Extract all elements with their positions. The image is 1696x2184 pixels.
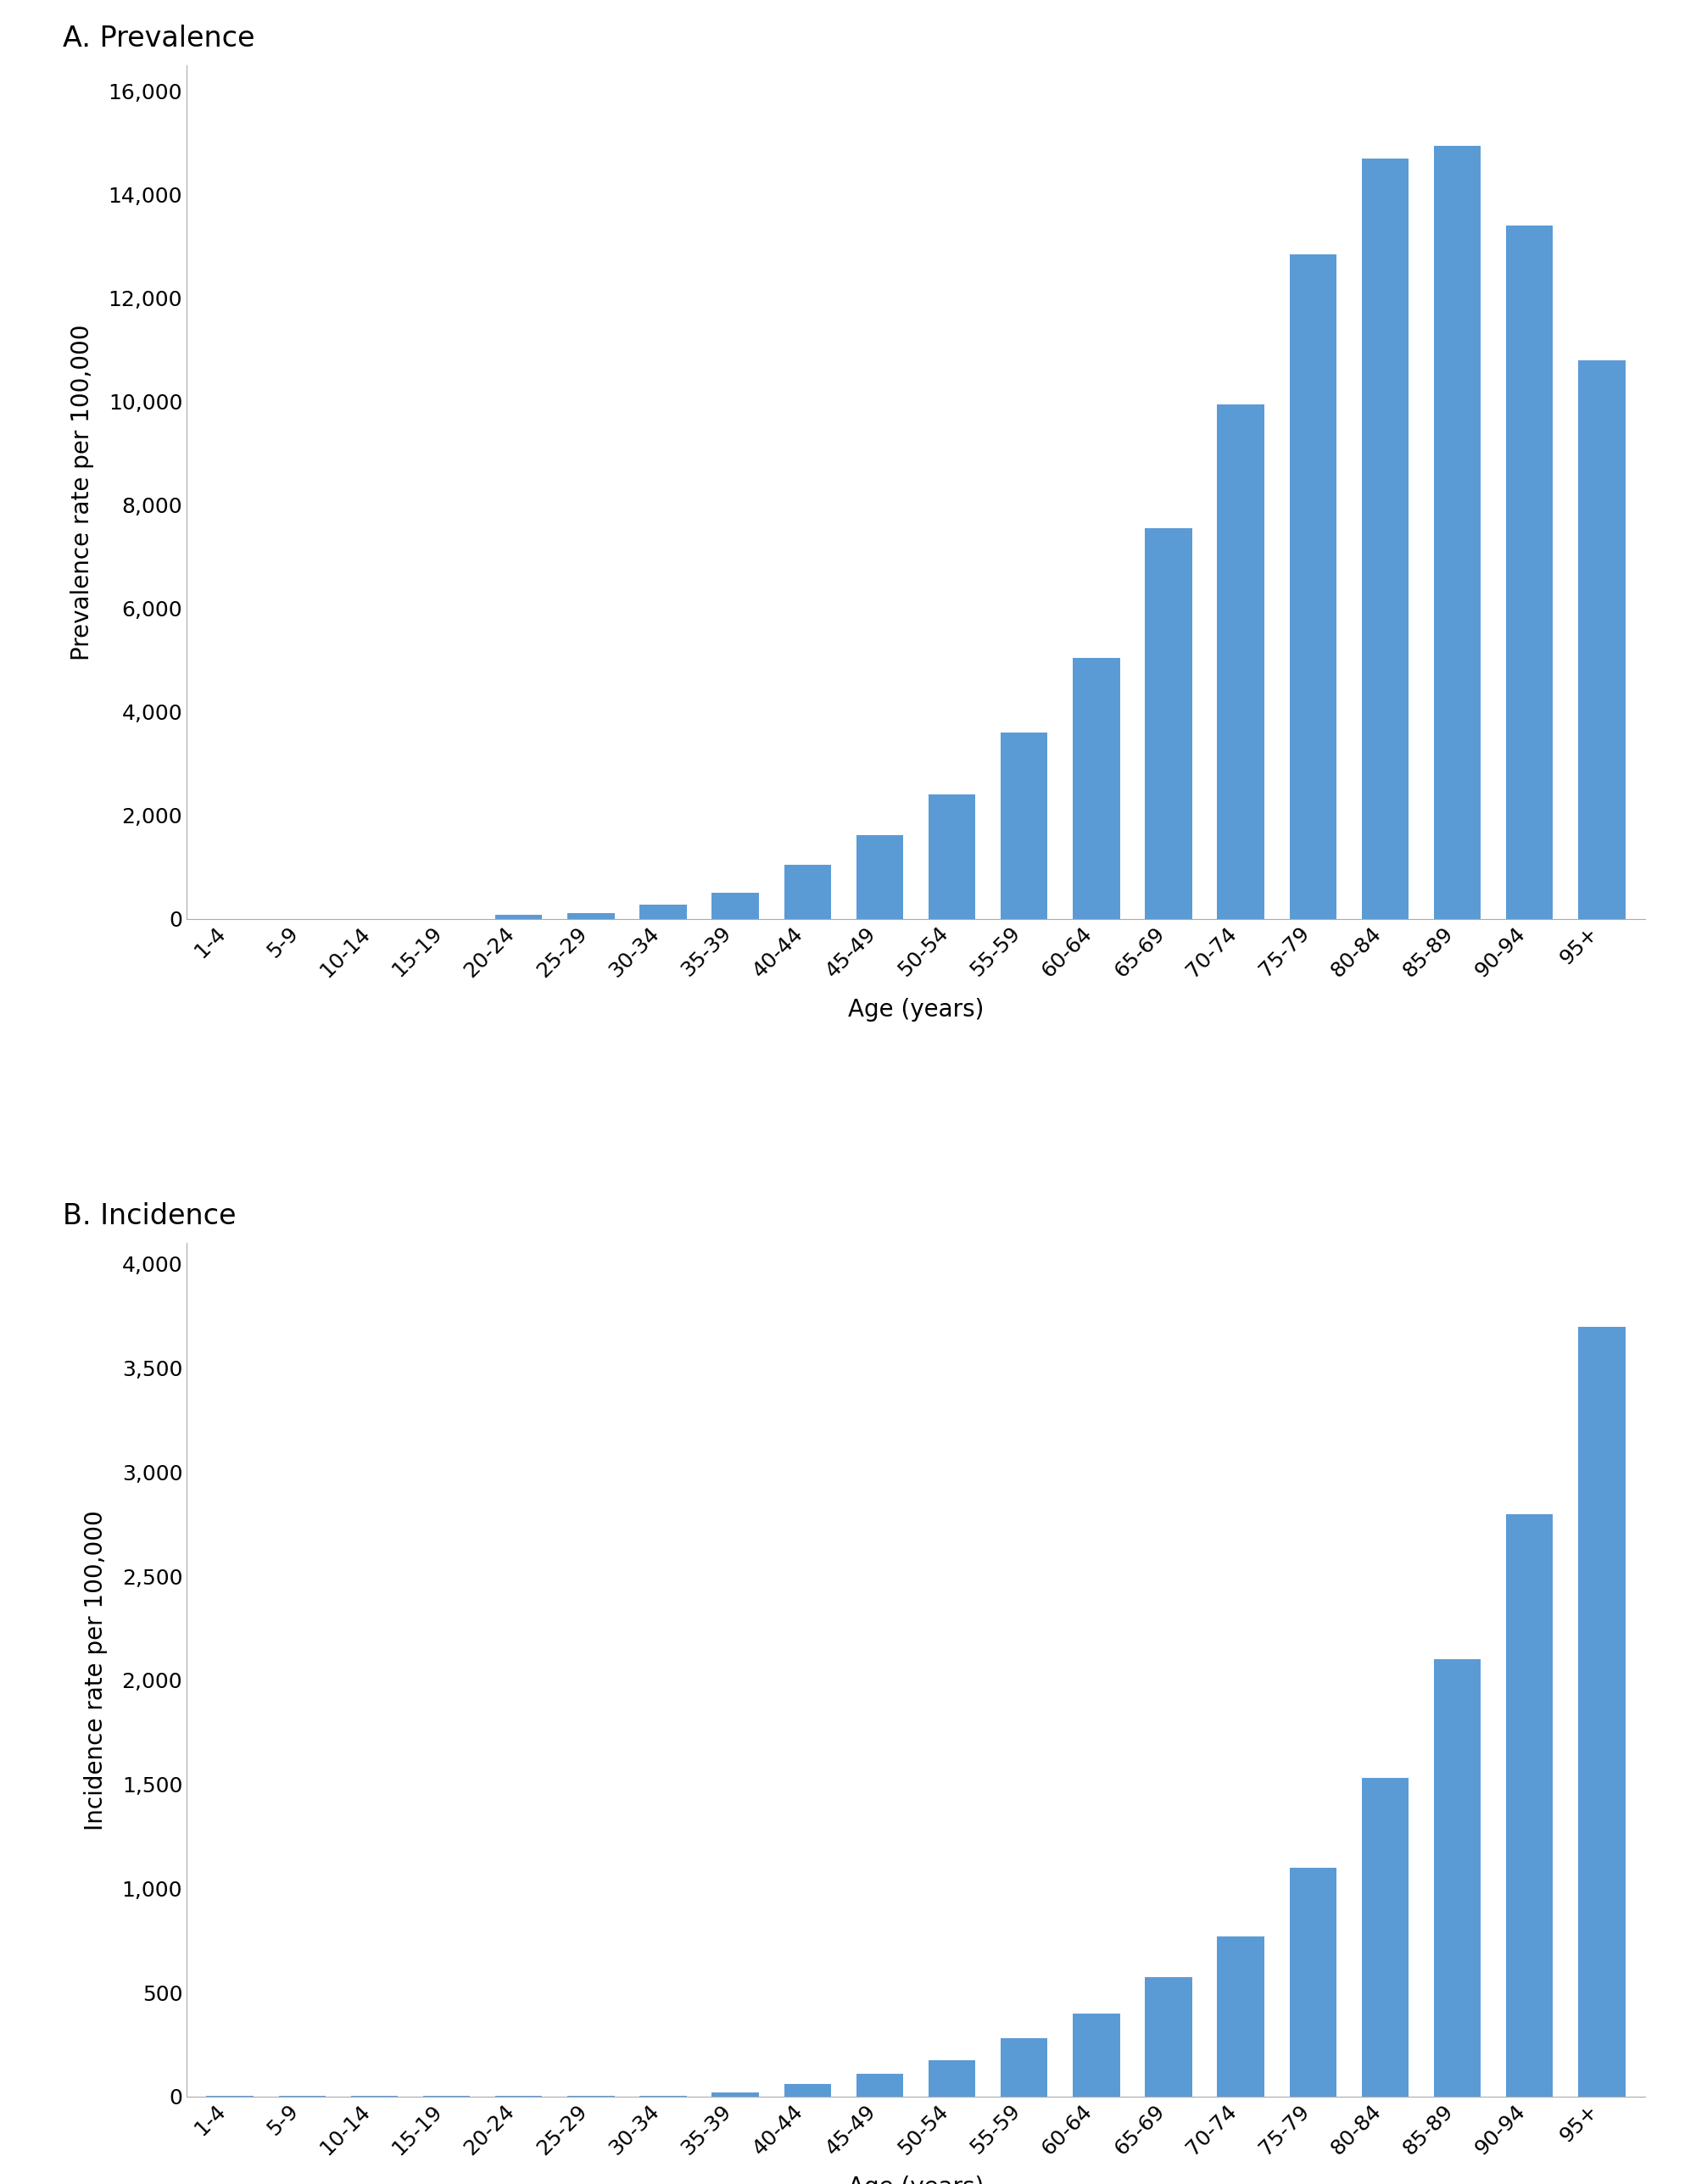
Bar [856, 2075, 904, 2097]
Bar [1218, 404, 1264, 919]
Bar [1145, 1977, 1192, 2097]
Text: B. Incidence: B. Incidence [63, 1203, 236, 1230]
Bar [1433, 1660, 1481, 2097]
Bar [1145, 529, 1192, 919]
Bar [1001, 2038, 1048, 2097]
Bar [1289, 253, 1336, 919]
Bar [1218, 1937, 1264, 2097]
Bar [1433, 146, 1481, 919]
Bar [1579, 1326, 1625, 2097]
Bar [1074, 657, 1119, 919]
X-axis label: Age (years): Age (years) [848, 998, 984, 1022]
Bar [712, 2092, 758, 2097]
Bar [784, 2084, 831, 2097]
X-axis label: Age (years): Age (years) [848, 2175, 984, 2184]
Bar [1362, 1778, 1409, 2097]
Bar [784, 865, 831, 919]
Bar [1289, 1867, 1336, 2097]
Bar [1074, 2014, 1119, 2097]
Bar [568, 913, 614, 919]
Y-axis label: Prevalence rate per 100,000: Prevalence rate per 100,000 [70, 323, 93, 660]
Bar [639, 904, 687, 919]
Bar [495, 915, 543, 919]
Bar [1001, 734, 1048, 919]
Text: A. Prevalence: A. Prevalence [63, 24, 254, 52]
Bar [712, 893, 758, 919]
Bar [1579, 360, 1625, 919]
Bar [1506, 1514, 1554, 2097]
Bar [928, 795, 975, 919]
Bar [928, 2060, 975, 2097]
Y-axis label: Incidence rate per 100,000: Incidence rate per 100,000 [83, 1509, 107, 1830]
Bar [856, 834, 904, 919]
Bar [1506, 225, 1554, 919]
Bar [1362, 159, 1409, 919]
